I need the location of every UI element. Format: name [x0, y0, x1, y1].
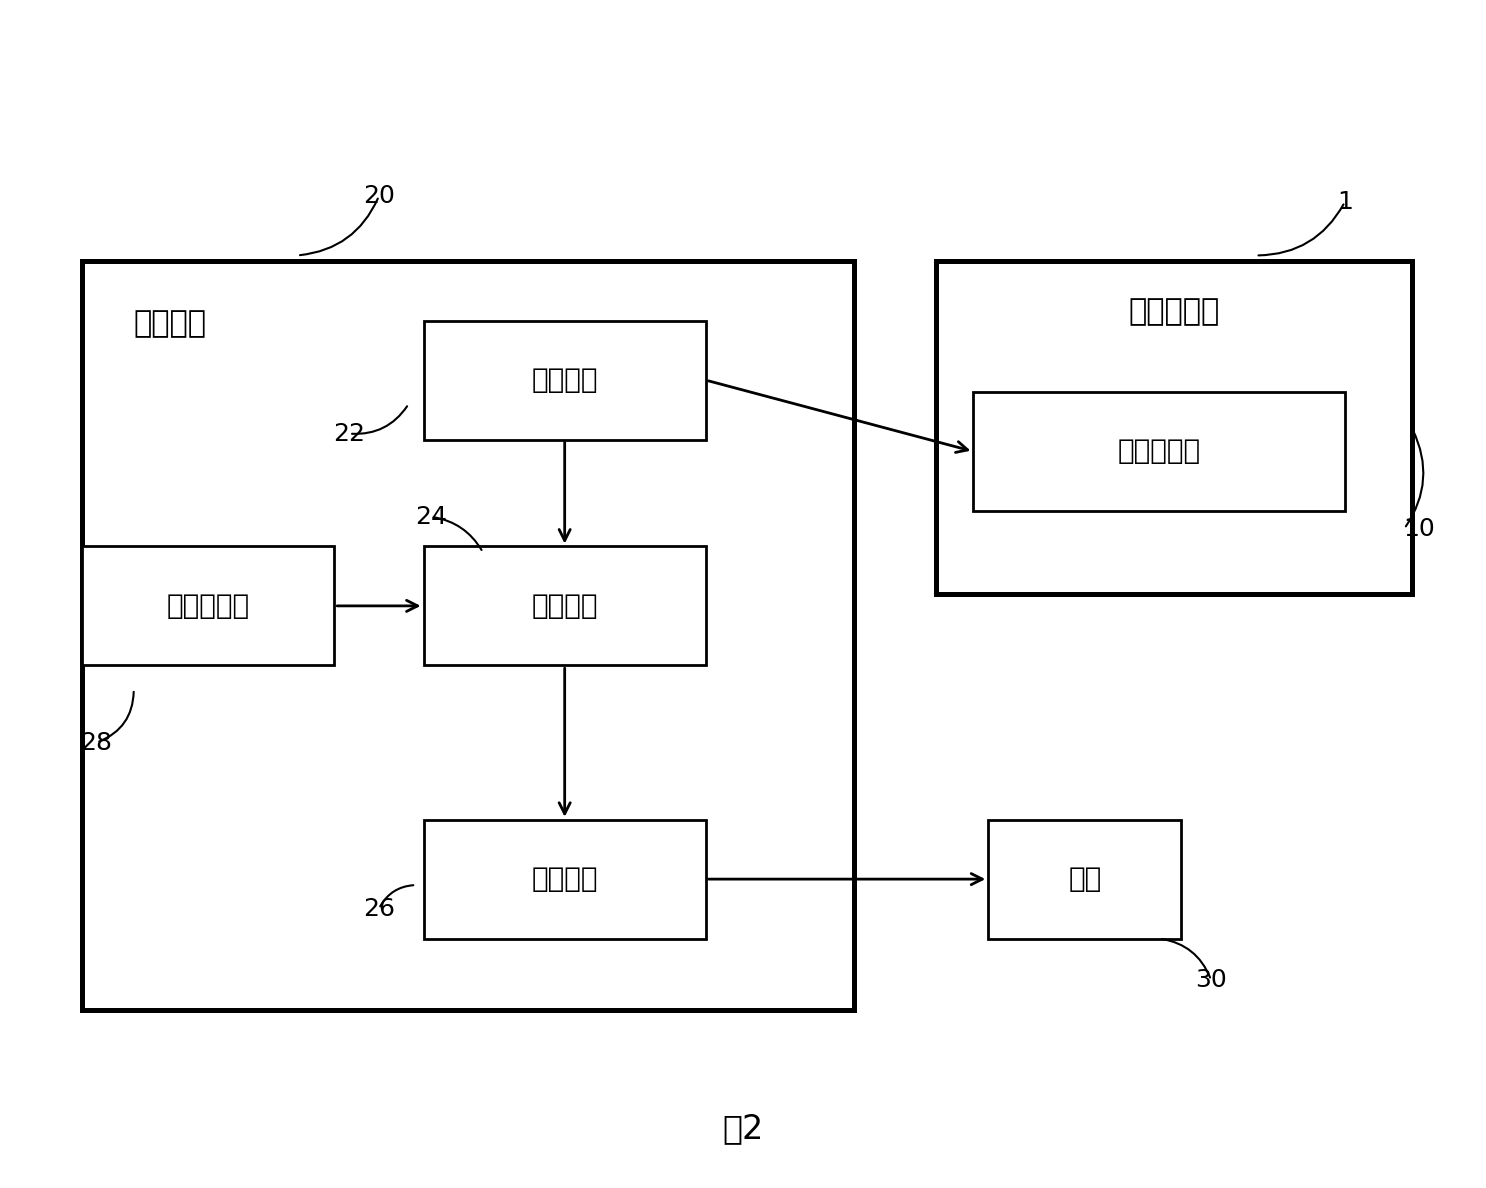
- Bar: [424, 321, 706, 440]
- Bar: [424, 820, 706, 939]
- Text: 10: 10: [1403, 517, 1435, 541]
- Text: 图2: 图2: [722, 1112, 764, 1145]
- Text: 风扇: 风扇: [1068, 865, 1101, 893]
- Text: 22: 22: [333, 422, 366, 446]
- Text: 换算关系表: 换算关系表: [166, 592, 250, 620]
- Text: 24: 24: [415, 505, 447, 529]
- Text: 中央处理器: 中央处理器: [1128, 297, 1220, 326]
- Bar: [988, 820, 1181, 939]
- Text: 26: 26: [363, 897, 395, 921]
- Text: 30: 30: [1195, 968, 1227, 992]
- Text: 20: 20: [363, 184, 395, 208]
- Text: 温控芯片: 温控芯片: [134, 309, 207, 337]
- Text: 测温传感器: 测温传感器: [1117, 437, 1201, 466]
- Text: 28: 28: [80, 731, 113, 754]
- Bar: [973, 392, 1345, 511]
- Text: 控制模块: 控制模块: [532, 865, 597, 893]
- Bar: [82, 261, 854, 1010]
- Bar: [82, 546, 334, 665]
- Bar: [424, 546, 706, 665]
- Text: 处理模块: 处理模块: [532, 592, 597, 620]
- Text: 1: 1: [1337, 190, 1352, 214]
- Text: 接收模块: 接收模块: [532, 366, 597, 394]
- Bar: [936, 261, 1412, 594]
